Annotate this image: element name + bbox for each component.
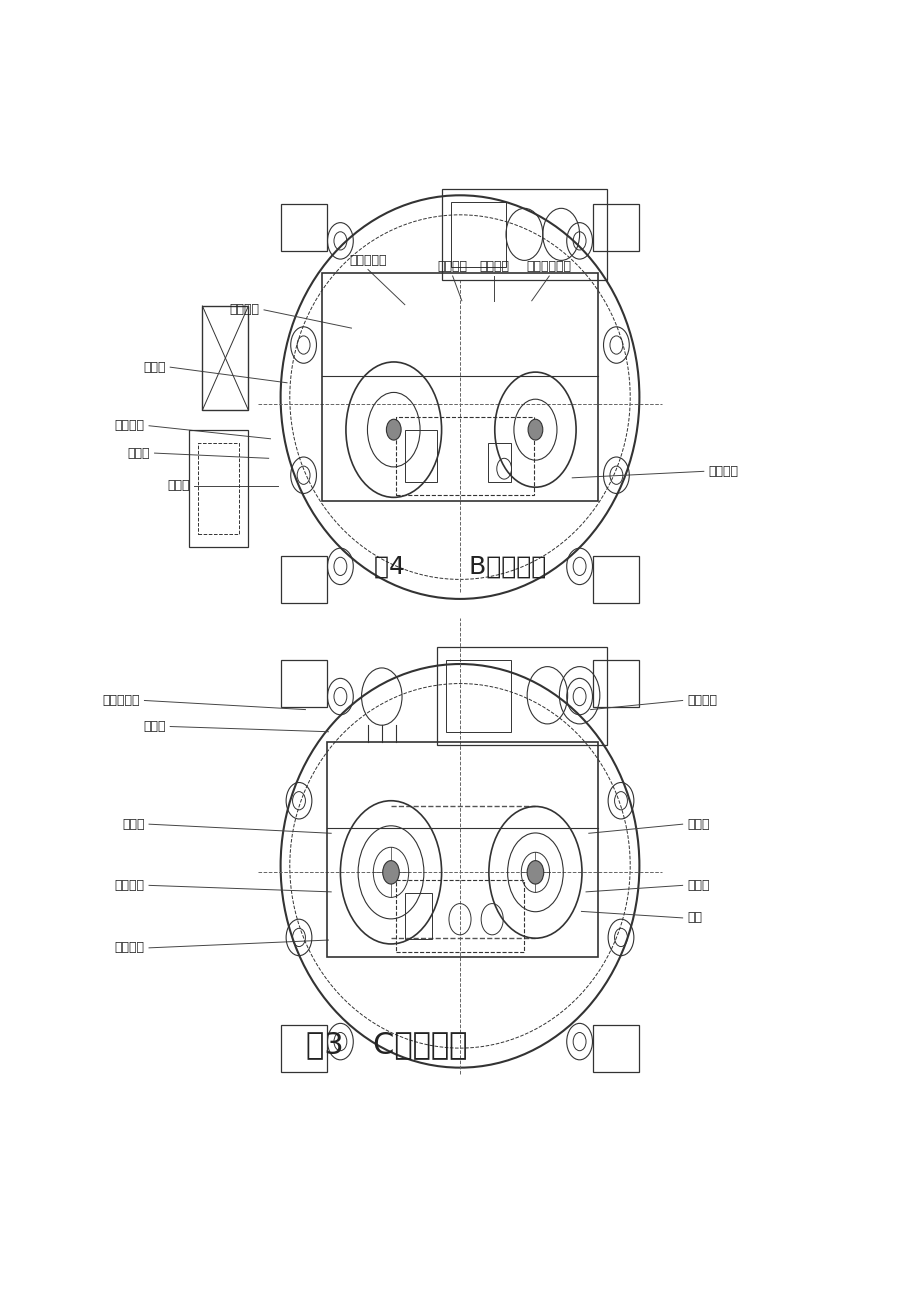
Text: 电容: 电容 [686,911,701,924]
Bar [446,660,510,732]
Bar [280,204,326,251]
Text: 精密电位器: 精密电位器 [349,254,386,267]
Text: 密封垫: 密封垫 [167,479,189,492]
Text: 摸线柱: 摸线柱 [143,720,165,733]
Circle shape [382,861,399,884]
Bar [593,204,639,251]
Bar [404,430,437,482]
Bar [198,443,239,534]
Bar [593,1025,639,1072]
Bar [441,189,607,280]
Circle shape [386,419,401,440]
Bar [487,443,510,482]
Bar [593,556,639,603]
Bar [202,306,248,410]
Text: 图3   C型执行器: 图3 C型执行器 [305,1030,467,1059]
Text: 地螺钉: 地螺钉 [143,361,165,374]
Bar [437,647,607,745]
Text: 扰流圈: 扰流圈 [686,879,709,892]
Text: 限位凸轮: 限位凸轮 [479,260,508,273]
Text: 精密电位器: 精密电位器 [102,694,140,707]
Bar [280,1025,326,1072]
Bar [450,202,505,267]
Text: 反馈模块: 反馈模块 [114,941,144,954]
Text: 开度检测部件: 开度检测部件 [527,260,571,273]
Bar [188,430,248,547]
Text: 密封圈: 密封圈 [128,447,150,460]
Text: 限位开关: 限位开关 [437,260,467,273]
Bar [280,660,326,707]
Text: 接线组件: 接线组件 [114,419,144,432]
Bar [322,273,597,501]
Bar [404,893,432,939]
Text: 内部接地: 内部接地 [229,303,259,316]
Text: 反馈模块: 反馈模块 [708,465,738,478]
Circle shape [528,419,542,440]
Bar [593,660,639,707]
Bar [395,417,533,495]
Bar [326,742,597,957]
Circle shape [527,861,543,884]
Bar [395,880,524,952]
Text: 驱动轮: 驱动轮 [122,818,144,831]
Text: 限位开关: 限位开关 [686,694,717,707]
Text: 被动轮: 被动轮 [686,818,709,831]
Bar [280,556,326,603]
Text: 同步皮带: 同步皮带 [114,879,144,892]
Text: 图4        B型执行器: 图4 B型执行器 [373,555,546,578]
